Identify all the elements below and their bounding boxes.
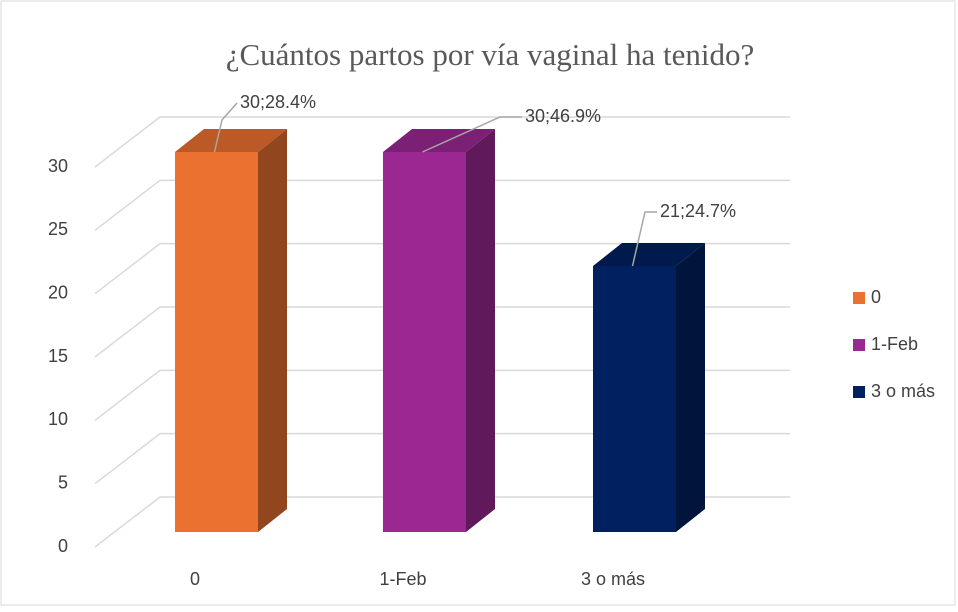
bar xyxy=(383,152,466,532)
legend-label: 0 xyxy=(871,287,881,307)
bar-side xyxy=(676,243,705,532)
y-tick-label: 15 xyxy=(48,346,68,366)
data-label: 30;46.9% xyxy=(525,106,601,126)
grid-line xyxy=(94,179,790,231)
grid-line xyxy=(94,369,790,421)
y-tick-label: 30 xyxy=(48,156,68,176)
leader-line xyxy=(422,116,522,153)
bar-top xyxy=(175,129,287,152)
leader-line xyxy=(631,211,657,267)
grid-line xyxy=(94,496,790,548)
bar-side xyxy=(466,129,495,532)
bar-top xyxy=(593,243,705,266)
y-tick-label: 20 xyxy=(48,282,68,302)
y-tick-label: 10 xyxy=(48,409,68,429)
legend-label: 3 o más xyxy=(871,381,935,401)
grid-line xyxy=(94,116,790,168)
x-tick-label: 3 o más xyxy=(581,569,645,589)
data-label: 30;28.4% xyxy=(240,92,316,112)
grid-line xyxy=(94,432,790,485)
y-tick-label: 5 xyxy=(58,472,68,492)
legend-swatch xyxy=(853,292,865,304)
bar xyxy=(593,266,676,532)
bar-side xyxy=(258,129,287,532)
legend-label: 1-Feb xyxy=(871,334,918,354)
y-tick-label: 25 xyxy=(48,219,68,239)
grid-line xyxy=(94,306,790,358)
data-label: 21;24.7% xyxy=(660,201,736,221)
legend-swatch xyxy=(853,339,865,351)
bar xyxy=(175,152,258,532)
x-tick-label: 1-Feb xyxy=(379,569,426,589)
legend-swatch xyxy=(853,386,865,398)
grid-line xyxy=(94,242,790,295)
y-tick-label: 0 xyxy=(58,536,68,556)
bar-top xyxy=(383,129,495,152)
x-tick-label: 0 xyxy=(190,569,200,589)
chart-title: ¿Cuántos partos por vía vaginal ha tenid… xyxy=(226,37,755,72)
leader-line xyxy=(213,102,238,153)
